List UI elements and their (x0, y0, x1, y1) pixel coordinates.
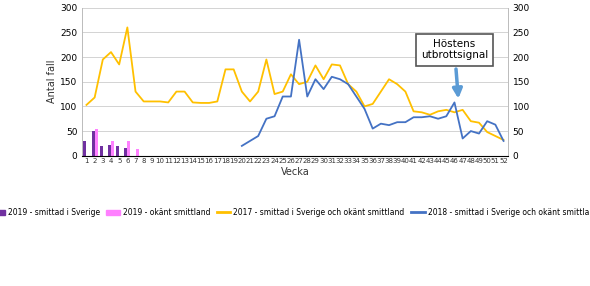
Y-axis label: Antal fall: Antal fall (47, 60, 57, 104)
Bar (108, 145, 111, 156)
Bar (136, 149, 139, 156)
Bar (124, 148, 127, 156)
Bar (91, 131, 94, 156)
Bar (100, 146, 103, 156)
Legend: 2019 - smittad i Sverige, 2019 - okänt smittland, 2017 - smittad i Sverige och o: 2019 - smittad i Sverige, 2019 - okänt s… (0, 205, 590, 220)
Bar (94, 129, 98, 156)
Bar (83, 141, 87, 156)
X-axis label: Vecka: Vecka (281, 167, 309, 177)
Text: Höstens
utbrottsignal: Höstens utbrottsignal (421, 39, 488, 95)
Bar (111, 141, 114, 156)
Bar (116, 146, 119, 156)
Bar (127, 141, 130, 156)
